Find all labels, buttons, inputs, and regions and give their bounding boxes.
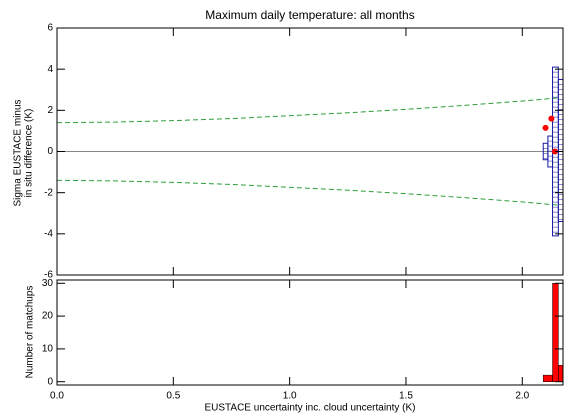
y-tick-label: 10 <box>42 344 54 355</box>
point <box>542 124 549 131</box>
y-axis-label: Number of matchups <box>25 286 36 379</box>
plot-frame <box>56 279 564 386</box>
y-tick-label: 20 <box>42 311 54 322</box>
chart-title: Maximum daily temperature: all months <box>205 8 414 22</box>
y-axis-label: in situ difference (K) <box>24 109 35 198</box>
dashed-line <box>56 97 558 124</box>
box <box>557 78 564 222</box>
y-tick-label: 0 <box>47 146 53 157</box>
bar <box>542 374 553 382</box>
y-tick-label: 4 <box>47 64 53 75</box>
point <box>551 148 558 155</box>
y-tick-label: 6 <box>47 23 53 34</box>
bar <box>558 365 564 382</box>
x-tick-label: 1.5 <box>399 391 413 402</box>
y-tick-label: 2 <box>47 105 53 116</box>
y-tick-label: 30 <box>42 278 54 289</box>
y-tick-label: -6 <box>44 270 53 281</box>
y-tick-label: -4 <box>44 228 53 239</box>
dashed-line <box>56 179 558 206</box>
x-axis-label: EUSTACE uncertainty inc. cloud uncertain… <box>204 403 415 414</box>
x-tick-label: 0.5 <box>166 391 180 402</box>
x-tick-label: 0.0 <box>50 391 64 402</box>
y-axis-label: Sigma EUSTACE minus <box>13 99 24 206</box>
y-tick-label: 0 <box>47 376 53 387</box>
x-tick-label: 1.0 <box>283 391 297 402</box>
y-tick-label: -2 <box>44 187 53 198</box>
bar <box>552 283 559 382</box>
x-tick-label: 2.0 <box>515 391 529 402</box>
point <box>548 115 555 122</box>
